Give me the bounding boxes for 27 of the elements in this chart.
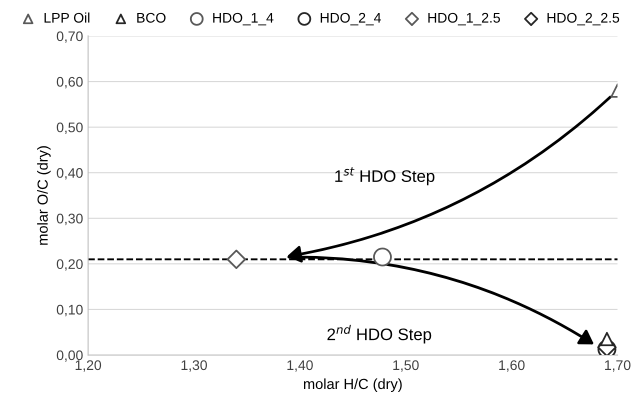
y-tick-label: 0,30	[56, 214, 83, 226]
point	[373, 248, 392, 266]
legend-label: HDO_2_2.5	[548, 12, 620, 26]
legend-label: HDO_2_4	[320, 12, 381, 26]
point	[226, 250, 246, 269]
x-axis-title: molar H/C (dry)	[304, 378, 402, 392]
y-tick-label: 0,70	[56, 31, 83, 43]
y-tick-label: 0,50	[56, 122, 83, 134]
y-tick-label: 0,10	[56, 304, 83, 316]
y-tick-label: 0,00	[56, 350, 83, 362]
y-tick-label: 0,20	[56, 259, 83, 271]
point	[600, 332, 614, 346]
y-tick-label: 0,60	[56, 76, 83, 88]
y-tick-label: 0,40	[56, 168, 83, 180]
x-tick-label: 1,50	[393, 360, 419, 372]
x-tick-label: 1,40	[287, 360, 313, 372]
legend-label: BCO	[137, 12, 166, 23]
legend-label: LPP Oil	[44, 12, 90, 23]
x-tick-label: 1,20	[76, 360, 102, 372]
x-tick-label: 1,70	[605, 360, 630, 372]
annotation: 1$^{st}$ HDO Step	[335, 167, 434, 186]
y-axis-title: molar O/C (dry)	[37, 146, 51, 245]
x-tick-label: 1,60	[499, 360, 525, 372]
legend-label: HDO_1_2.5	[428, 12, 500, 26]
annotation: 2$^{nd}$ HDO Step	[327, 324, 432, 344]
legend-label: HDO_1_4	[213, 12, 274, 26]
x-tick-label: 1,30	[182, 360, 207, 372]
